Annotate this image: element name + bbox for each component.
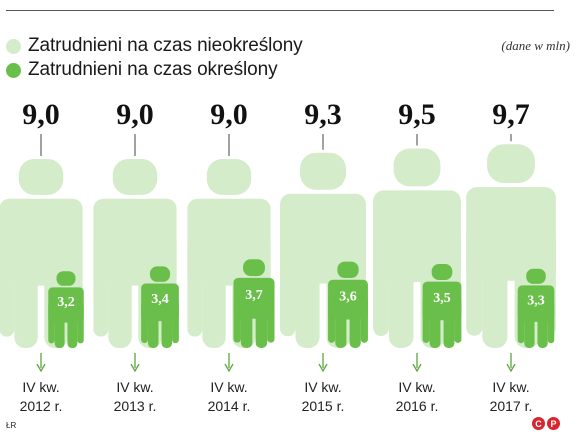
temporary-figure-4-head xyxy=(431,264,453,280)
category-label: IV kw. xyxy=(398,379,435,395)
temporary-figure-3-arm-left xyxy=(328,297,336,343)
legend-swatch-permanent xyxy=(6,38,21,54)
permanent-figure-2-arm-left xyxy=(187,236,203,337)
temporary-figure-3-leg-left xyxy=(335,305,347,348)
temporary-figure-0-head xyxy=(56,271,76,286)
permanent-figure-2-head xyxy=(206,159,252,195)
category-label: IV kw. xyxy=(22,379,59,395)
temporary-figure-1-arm-right xyxy=(172,299,179,344)
arrow-down-icon xyxy=(36,363,46,373)
permanent-figure-0-leg-left xyxy=(14,255,38,348)
permanent-value-label: 9,7 xyxy=(492,98,530,131)
temporary-figure-5-head xyxy=(526,268,546,284)
temporary-figure-4-arm-left xyxy=(422,298,430,343)
temporary-figure-3-leg-right xyxy=(349,305,361,348)
permanent-figure-5-leg-left xyxy=(482,248,508,348)
arrow-down-icon xyxy=(130,363,140,373)
logo-mark-c: C xyxy=(532,417,545,430)
publisher-logo: C P xyxy=(532,417,560,430)
temporary-figure-5-leg-right xyxy=(537,309,548,348)
permanent-figure-1-leg-left xyxy=(108,255,132,348)
temporary-figure-2-arm-left xyxy=(233,295,241,343)
temporary-figure-2-leg-right xyxy=(255,304,268,348)
permanent-figure-3-arm-left xyxy=(280,232,296,337)
category-label: IV kw. xyxy=(492,379,529,395)
arrow-down-icon xyxy=(412,363,422,373)
temporary-figure-5-arm-right xyxy=(547,301,555,344)
permanent-figure-1-arm-left xyxy=(93,236,109,337)
temporary-value-label: 3,7 xyxy=(245,288,263,303)
category-label: 2012 r. xyxy=(20,398,63,414)
temporary-value-label: 3,6 xyxy=(339,289,357,304)
temporary-value-label: 3,4 xyxy=(151,292,169,307)
temporary-figure-2-leg-left xyxy=(240,304,253,348)
temporary-value-label: 3,5 xyxy=(433,291,451,306)
temporary-figure-5-arm-left xyxy=(517,301,525,344)
legend-label-temporary: Zatrudnieni na czas określony xyxy=(28,59,278,80)
permanent-value-label: 9,0 xyxy=(22,98,60,131)
top-rule xyxy=(6,10,554,11)
permanent-figure-4-head xyxy=(393,148,441,187)
temporary-figure-5 xyxy=(517,268,555,348)
arrow-down-icon xyxy=(318,363,328,373)
temporary-figure-4-leg-left xyxy=(429,306,441,348)
category-label: 2014 r. xyxy=(208,398,251,414)
temporary-figure-1-leg-left xyxy=(147,308,159,348)
permanent-figure-4 xyxy=(373,148,461,348)
temporary-figure-0-arm-right xyxy=(77,302,84,344)
permanent-figure-2-leg-left xyxy=(202,255,226,348)
permanent-value-label: 9,3 xyxy=(304,98,342,131)
category-label: IV kw. xyxy=(116,379,153,395)
logo-mark-p: P xyxy=(547,417,560,430)
temporary-figure-0 xyxy=(48,271,84,348)
permanent-figure-5-arm-left xyxy=(466,227,483,336)
temporary-figure-1-leg-right xyxy=(161,308,173,348)
temporary-figure-1-arm-left xyxy=(141,299,148,344)
permanent-figure-4-leg-left xyxy=(388,250,414,348)
temporary-figure-1-head xyxy=(149,266,171,282)
permanent-figure-0-arm-left xyxy=(0,236,15,337)
category-label: 2013 r. xyxy=(114,398,157,414)
temporary-figure-2 xyxy=(233,259,275,348)
temporary-figure-4-leg-right xyxy=(443,306,455,348)
temporary-figure-5-leg-left xyxy=(524,309,535,348)
source-credit: ŁR xyxy=(6,421,17,430)
temporary-figure-3 xyxy=(328,261,368,348)
permanent-figure-4-arm-left xyxy=(373,230,389,337)
temporary-value-label: 3,3 xyxy=(527,293,545,308)
arrow-down-icon xyxy=(506,363,516,373)
legend-label-permanent: Zatrudnieni na czas nieokreślony xyxy=(28,35,303,56)
permanent-figure-3-head xyxy=(300,152,346,190)
temporary-figure-3-arm-right xyxy=(360,297,368,343)
arrow-down-icon xyxy=(224,363,234,373)
permanent-figure-3-leg-left xyxy=(295,252,320,348)
permanent-value-label: 9,0 xyxy=(210,98,248,131)
legend-item-permanent: Zatrudnieni na czas nieokreślony xyxy=(6,34,303,58)
permanent-figure-0-head xyxy=(18,159,64,195)
temporary-figure-0-leg-left xyxy=(54,310,65,348)
temporary-figure-0-leg-right xyxy=(67,310,78,348)
temporary-figure-1 xyxy=(141,266,179,348)
legend: Zatrudnieni na czas nieokreślony Zatrudn… xyxy=(6,34,303,82)
permanent-value-label: 9,0 xyxy=(116,98,154,131)
legend-item-temporary: Zatrudnieni na czas określony xyxy=(6,58,303,82)
permanent-figure-5-head xyxy=(487,144,535,184)
category-label: 2015 r. xyxy=(302,398,345,414)
category-label: 2017 r. xyxy=(490,398,533,414)
temporary-figure-2-arm-right xyxy=(267,295,275,343)
temporary-figure-3-head xyxy=(337,261,359,279)
permanent-figure-1-head xyxy=(112,159,158,195)
temporary-value-label: 3,2 xyxy=(57,295,75,310)
category-label: 2016 r. xyxy=(396,398,439,414)
temporary-figure-2-head xyxy=(243,259,265,277)
category-label: IV kw. xyxy=(210,379,247,395)
temporary-figure-0-arm-left xyxy=(48,302,55,344)
category-label: IV kw. xyxy=(304,379,341,395)
unit-note: (dane w mln) xyxy=(501,38,570,53)
permanent-value-label: 9,5 xyxy=(398,98,436,131)
temporary-figure-4 xyxy=(422,264,462,348)
legend-swatch-temporary xyxy=(6,62,21,78)
temporary-figure-4-arm-right xyxy=(454,298,462,343)
